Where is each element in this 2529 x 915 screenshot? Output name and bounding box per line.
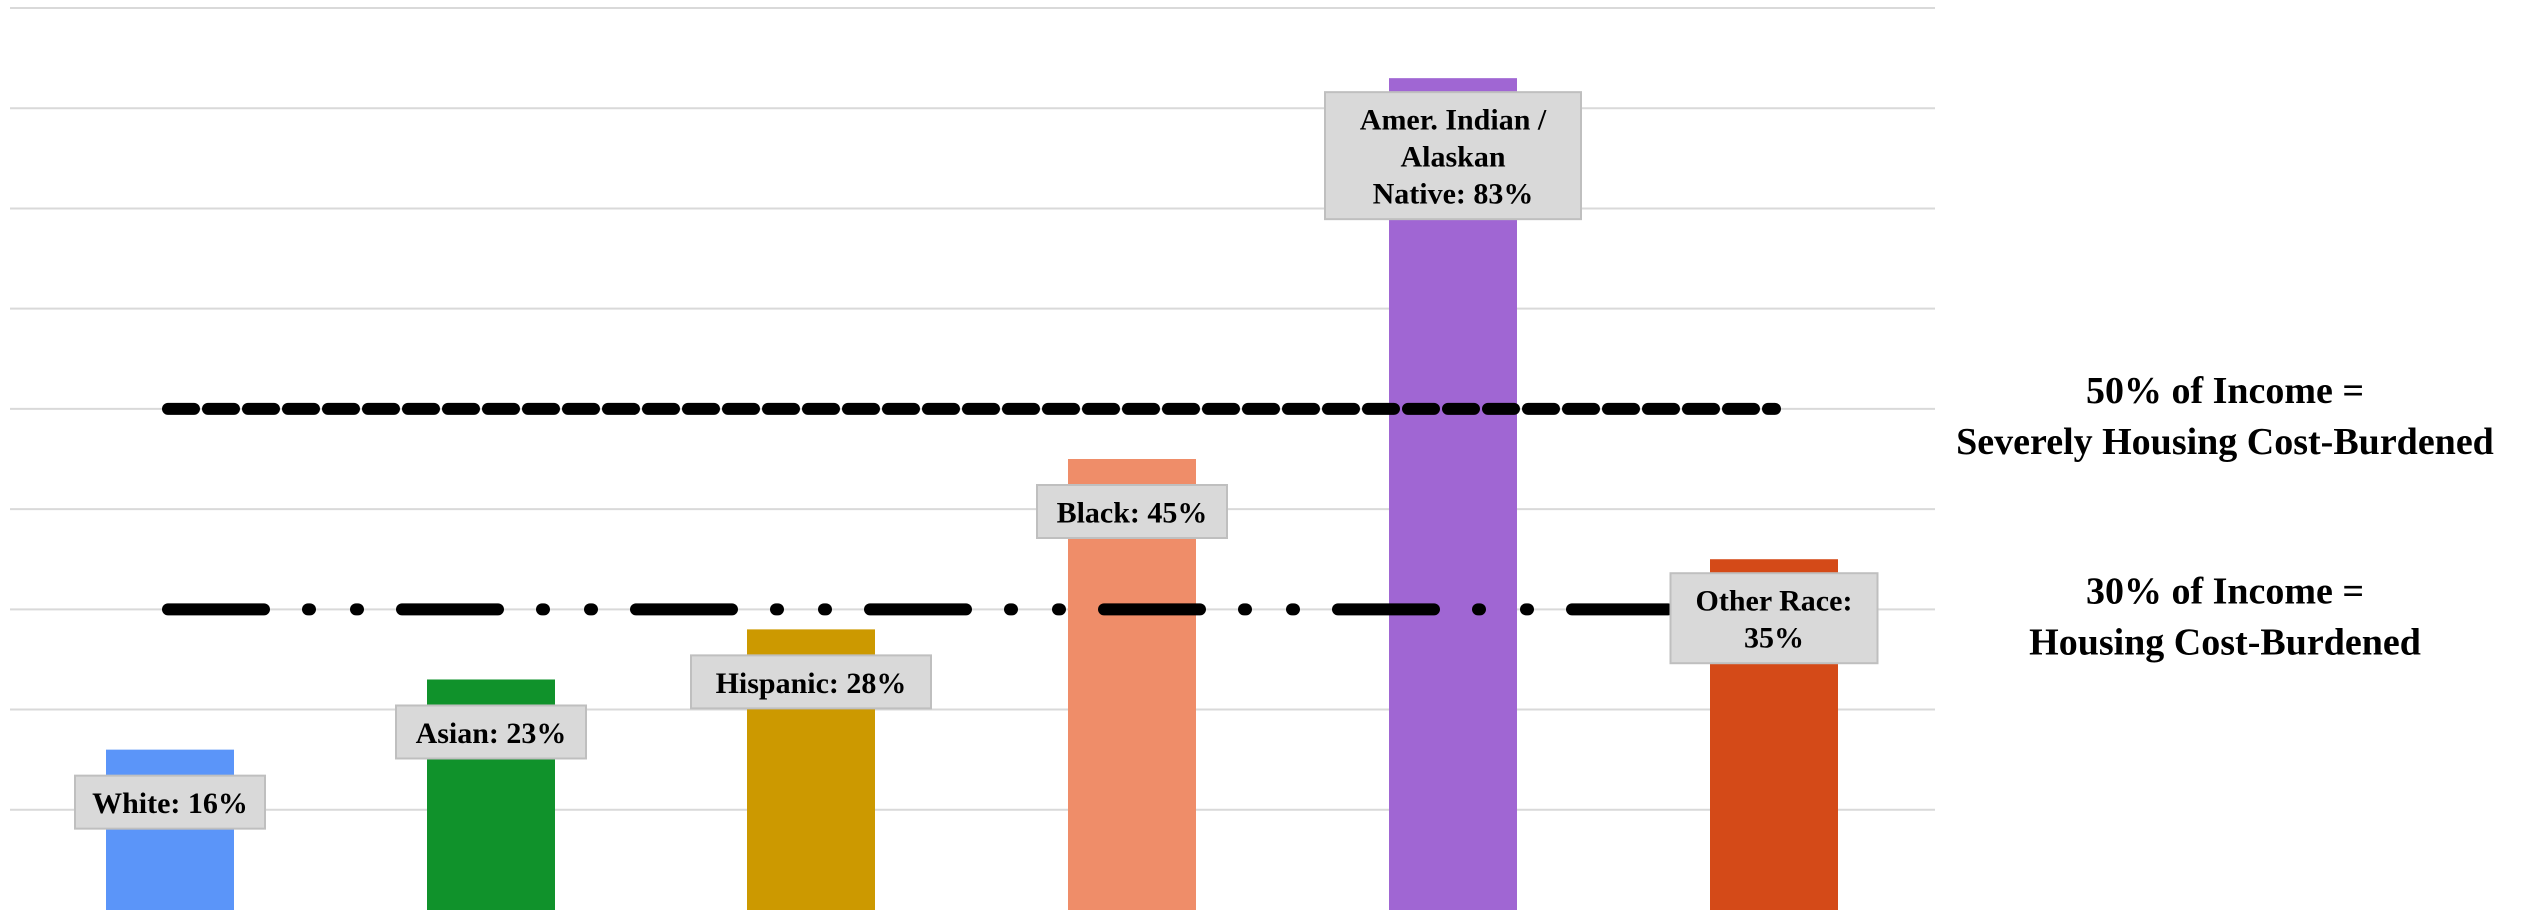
data-label-box	[1669, 572, 1879, 665]
data-label-text: Other Race:	[1696, 585, 1853, 618]
reference-label-text: Housing Cost-Burdened	[2029, 621, 2421, 663]
reference-label-text: 30% of Income =	[2086, 570, 2364, 612]
data-label-4: Amer. Indian / Alaskan Native: 83%	[1324, 91, 1582, 221]
reference-line-labels: 50% of Income = Severely Housing Cost-Bur…	[1956, 370, 2494, 663]
data-label-text: Native: 83%	[1373, 178, 1534, 211]
reference-lines	[162, 402, 1781, 616]
data-label-2: Hispanic: 28%	[690, 654, 932, 710]
data-label-box	[690, 654, 932, 710]
data-label-text: White: 16%	[92, 787, 248, 820]
data-label-3: Black: 45%	[1036, 484, 1228, 539]
reference-label-50: 50% of Income = Severely Housing Cost-Bur…	[1956, 370, 2494, 463]
data-label-text: 35%	[1744, 622, 1804, 655]
data-label-1: Asian: 23%	[395, 704, 587, 760]
data-label-5: Other Race: 35%	[1669, 572, 1879, 665]
bar-labels: White: 16% Asian: 23% Hispanic: 28% Black: …	[74, 91, 1879, 830]
data-label-text: Amer. Indian /	[1360, 104, 1547, 137]
data-label-text: Hispanic: 28%	[716, 667, 907, 700]
data-label-text: Black: 45%	[1057, 497, 1208, 530]
reference-label-30: 30% of Income = Housing Cost-Burdened	[2029, 570, 2421, 663]
reference-label-text: Severely Housing Cost-Burdened	[1956, 421, 2494, 463]
data-label-0: White: 16%	[74, 774, 266, 830]
data-label-text: Asian: 23%	[416, 717, 567, 750]
reference-label-text: 50% of Income =	[2086, 370, 2364, 412]
data-label-box	[1324, 91, 1582, 221]
bar-0	[106, 749, 234, 910]
data-label-text: Alaskan	[1400, 141, 1505, 174]
data-label-box	[1036, 484, 1228, 539]
data-label-box	[74, 774, 266, 830]
data-label-box	[395, 704, 587, 760]
